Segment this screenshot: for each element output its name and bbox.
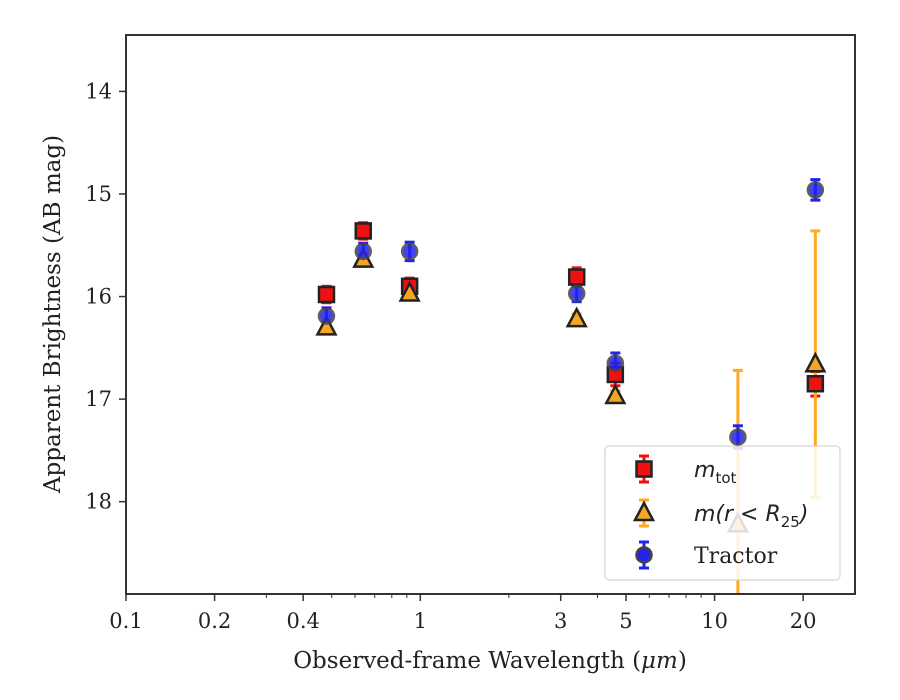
legend-marker-tractor (635, 546, 653, 564)
y-axis-title: Apparent Brightness (AB mag) (40, 135, 66, 494)
data-point-tractor (606, 354, 625, 372)
x-tick-label: 5 (619, 609, 632, 633)
data-point-tractor (354, 242, 373, 261)
axis-ticks: 0.1 0.2 0.4 1 3 5 10 20 14 15 16 17 18 (85, 79, 816, 633)
markers-tractor (317, 181, 825, 446)
y-tick-label: 16 (85, 285, 112, 309)
y-tick-label: 15 (85, 182, 112, 206)
data-point-mtot (806, 374, 825, 393)
data-point-tractor (729, 428, 747, 446)
markers-mtot (317, 222, 825, 393)
series-mtot (321, 221, 821, 398)
data-point-tractor (400, 242, 419, 261)
y-tick-label: 18 (85, 490, 112, 514)
x-tick-label: 0.2 (198, 609, 231, 633)
data-point-mr25 (315, 314, 338, 336)
data-point-mtot (567, 268, 586, 286)
data-point-tractor (806, 181, 825, 199)
x-tick-label: 20 (790, 609, 817, 633)
x-tick-label: 3 (554, 609, 567, 633)
plot-frame (125, 34, 856, 595)
data-point-mtot (354, 222, 373, 240)
legend-markers (632, 454, 656, 570)
legend-label-mr25: m(r < R25) (694, 502, 808, 531)
legend-marker-mtot (635, 460, 653, 478)
data-point-mr25 (604, 383, 627, 405)
x-tick-label: 0.1 (109, 609, 142, 633)
legend-label-tractor: Tractor (694, 544, 778, 569)
legend-marker-mr25 (632, 500, 656, 522)
y-tick-label: 17 (85, 387, 112, 411)
legend: mtot m(r < R25) Tractor (604, 445, 841, 581)
data-point-mtot (317, 285, 336, 304)
x-tick-label: 10 (701, 609, 728, 633)
series-tractor (321, 178, 821, 450)
x-tick-label: 0.4 (286, 609, 319, 633)
y-tick-label: 14 (85, 79, 112, 103)
data-point-mr25 (804, 351, 827, 373)
data-point-tractor (317, 307, 336, 325)
legend-label-mtot: mtot (694, 458, 736, 487)
data-point-mr25 (565, 306, 588, 328)
data-point-mr25 (398, 280, 421, 302)
x-tick-label: 1 (414, 609, 427, 633)
legend-box (604, 445, 841, 581)
data-point-tractor (567, 284, 586, 303)
x-axis-title: Observed-frame Wavelength (μm) (293, 648, 687, 674)
